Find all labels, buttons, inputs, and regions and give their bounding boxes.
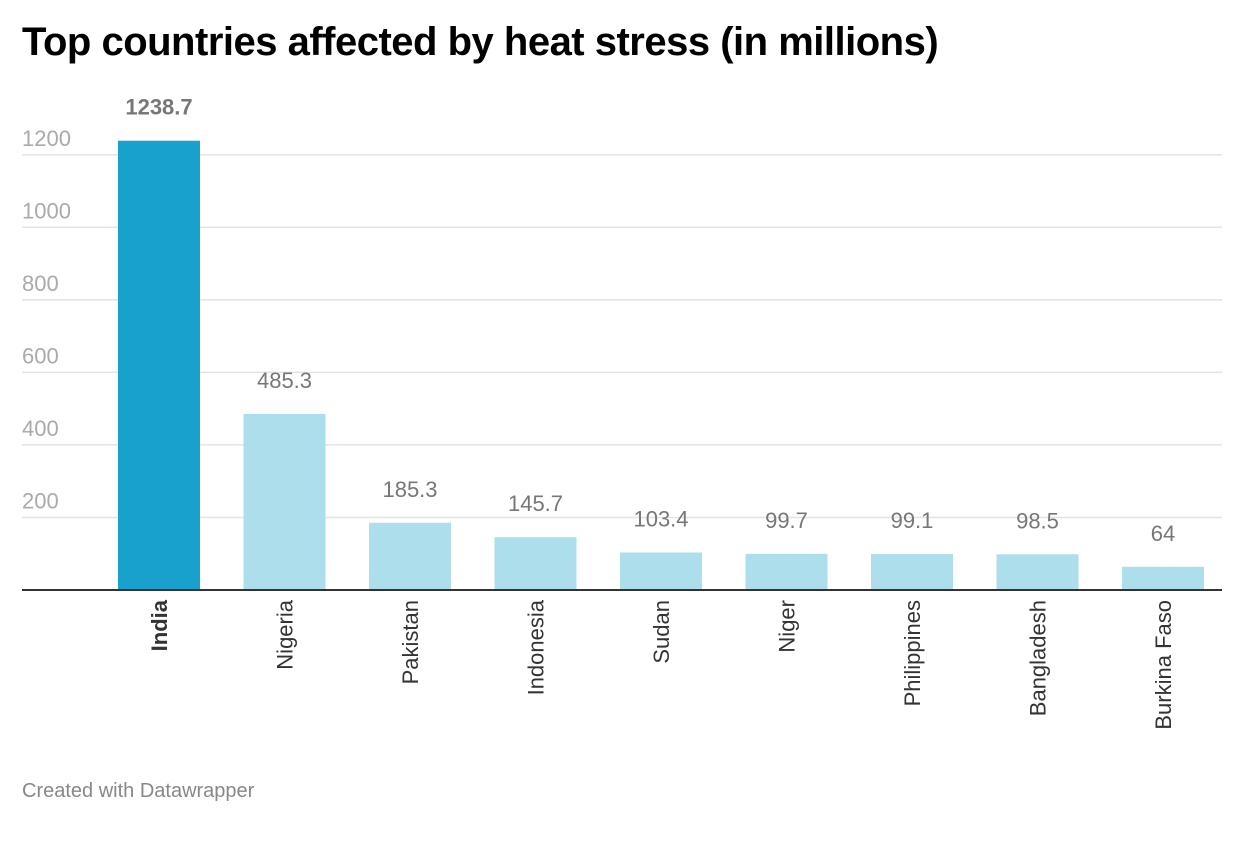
value-label: 145.7	[508, 491, 563, 516]
chart-title: Top countries affected by heat stress (i…	[22, 20, 939, 64]
value-label: 485.3	[257, 368, 312, 393]
category-label: Sudan	[649, 600, 674, 664]
category-label: Niger	[775, 600, 800, 653]
bar-burkina-faso	[1122, 566, 1204, 590]
value-label: 98.5	[1016, 508, 1059, 533]
category-label: Indonesia	[524, 599, 549, 695]
y-axis-tick-labels: 200 400 600 800 1000 1200	[22, 126, 71, 514]
bar-india	[118, 140, 200, 590]
y-tick-label: 800	[22, 271, 59, 296]
y-tick-label: 1000	[22, 198, 71, 223]
footer-credit: Created with Datawrapper	[22, 780, 255, 802]
bar-nigeria	[243, 413, 326, 590]
value-labels: 1238.7 485.3 185.3 145.7 103.4 99.7 99.1 98.5 64	[125, 95, 1175, 546]
bar-sudan	[620, 552, 702, 590]
value-label: 1238.7	[125, 95, 192, 120]
value-label: 103.4	[633, 506, 688, 531]
value-label: 99.7	[765, 508, 808, 533]
category-label: Pakistan	[398, 600, 423, 684]
y-tick-label: 200	[22, 488, 59, 513]
category-label: Bangladesh	[1026, 600, 1051, 716]
value-label: 185.3	[382, 477, 437, 502]
bar-niger	[745, 553, 828, 590]
bar-philippines	[871, 554, 953, 590]
bar-indonesia	[494, 537, 577, 590]
bar-pakistan	[369, 522, 451, 590]
bars	[118, 140, 1204, 590]
category-label: Philippines	[900, 600, 925, 706]
value-label: 64	[1151, 521, 1175, 546]
category-labels: India Nigeria Pakistan Indonesia Sudan Niger P…	[147, 599, 1176, 729]
value-label: 99.1	[891, 508, 934, 533]
category-label: Nigeria	[273, 599, 298, 669]
y-tick-label: 600	[22, 343, 59, 368]
category-label: Burkina Faso	[1151, 600, 1176, 730]
category-label: India	[147, 599, 172, 651]
y-tick-label: 1200	[22, 126, 71, 151]
bar-bangladesh	[996, 554, 1079, 590]
gridlines	[22, 154, 1222, 519]
y-tick-label: 400	[22, 416, 59, 441]
